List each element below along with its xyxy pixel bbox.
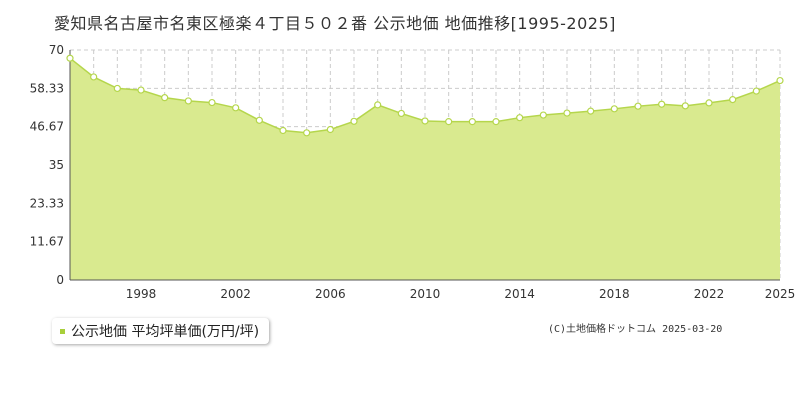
data-point [681, 102, 689, 110]
data-point [232, 104, 240, 112]
y-tick-label: 70 [49, 43, 64, 57]
data-point [421, 117, 429, 125]
legend-swatch [60, 328, 65, 334]
x-tick-label: 2022 [694, 287, 725, 301]
data-point [374, 101, 382, 109]
x-tick-label: 2014 [504, 287, 535, 301]
data-point [326, 125, 334, 134]
y-tick-label: 0 [56, 273, 64, 287]
data-point [516, 114, 524, 122]
data-point [587, 107, 595, 115]
data-point [610, 105, 618, 113]
data-point [303, 129, 311, 137]
axes [69, 50, 780, 281]
data-point [208, 98, 216, 107]
legend-label: 公示地価 平均坪単価(万円/坪) [71, 324, 260, 340]
y-tick-label: 58.33 [30, 81, 64, 95]
chart-title: 愛知県名古屋市名東区極楽４丁目５０２番 公示地価 地価推移[1995-2025] [54, 14, 616, 33]
data-point [350, 117, 358, 125]
area-fill [70, 58, 780, 280]
x-tick-label: 1998 [126, 287, 157, 301]
data-point [634, 102, 642, 110]
y-tick-label: 11.67 [30, 235, 64, 249]
y-tick-label: 23.33 [30, 196, 64, 210]
data-point [445, 118, 453, 126]
data-point [66, 54, 74, 62]
data-point [492, 118, 500, 126]
data-point [113, 84, 121, 93]
data-point [161, 94, 169, 102]
y-tick-label: 35 [49, 158, 64, 172]
data-point [468, 118, 476, 126]
data-point [90, 73, 98, 81]
data-point [255, 116, 263, 124]
data-point [752, 87, 760, 95]
data-point [184, 97, 192, 105]
data-point [658, 100, 666, 108]
data-point [563, 109, 571, 117]
x-tick-label: 2018 [599, 287, 630, 301]
data-point [397, 109, 405, 118]
data-point [705, 99, 713, 107]
data-point [539, 111, 547, 119]
data-point [776, 76, 784, 85]
y-tick-label: 46.67 [30, 120, 64, 134]
legend: 公示地価 平均坪単価(万円/坪) [52, 318, 270, 344]
copyright-text: (C)土地価格ドットコム 2025-03-20 [548, 324, 723, 335]
data-point [279, 126, 287, 135]
data-point [137, 86, 145, 94]
x-tick-label: 2025 [765, 287, 796, 301]
y-tick-labels: 0 11.67 23.33 35 46.67 58.33 70 [30, 43, 64, 287]
x-tick-labels: 1998 2002 2006 2010 2014 2018 2022 2025 [126, 287, 796, 301]
data-point [729, 96, 737, 104]
data-points [66, 54, 784, 137]
x-tick-label: 2002 [220, 287, 251, 301]
x-tick-label: 2006 [315, 287, 346, 301]
x-tick-label: 2010 [410, 287, 441, 301]
